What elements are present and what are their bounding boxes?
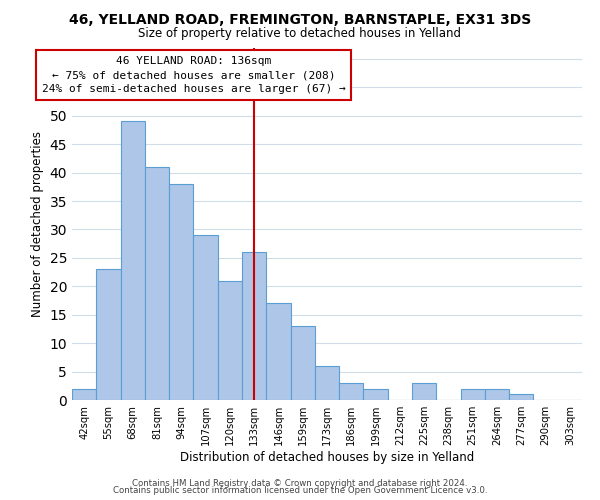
Y-axis label: Number of detached properties: Number of detached properties	[31, 130, 44, 317]
Bar	[290, 326, 315, 400]
Bar	[412, 383, 436, 400]
Text: Contains HM Land Registry data © Crown copyright and database right 2024.: Contains HM Land Registry data © Crown c…	[132, 478, 468, 488]
Bar	[193, 235, 218, 400]
Bar	[485, 388, 509, 400]
Bar	[461, 388, 485, 400]
Bar	[218, 280, 242, 400]
Bar	[169, 184, 193, 400]
Bar	[145, 167, 169, 400]
Bar	[266, 304, 290, 400]
Text: 46, YELLAND ROAD, FREMINGTON, BARNSTAPLE, EX31 3DS: 46, YELLAND ROAD, FREMINGTON, BARNSTAPLE…	[69, 12, 531, 26]
Bar	[339, 383, 364, 400]
X-axis label: Distribution of detached houses by size in Yelland: Distribution of detached houses by size …	[180, 451, 474, 464]
Text: Contains public sector information licensed under the Open Government Licence v3: Contains public sector information licen…	[113, 486, 487, 495]
Bar	[509, 394, 533, 400]
Bar	[121, 122, 145, 400]
Text: 46 YELLAND ROAD: 136sqm
← 75% of detached houses are smaller (208)
24% of semi-d: 46 YELLAND ROAD: 136sqm ← 75% of detache…	[41, 56, 346, 94]
Bar	[72, 388, 96, 400]
Bar	[315, 366, 339, 400]
Bar	[96, 269, 121, 400]
Bar	[242, 252, 266, 400]
Text: Size of property relative to detached houses in Yelland: Size of property relative to detached ho…	[139, 28, 461, 40]
Bar	[364, 388, 388, 400]
